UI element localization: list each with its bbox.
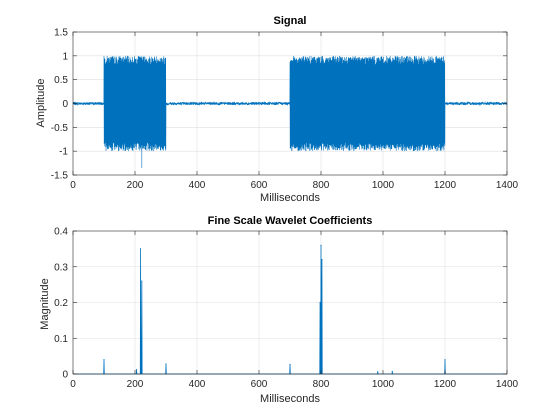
- signal-x-tick-label: 400: [189, 180, 206, 191]
- signal-x-tick-label: 200: [127, 180, 144, 191]
- wavelet-peak-point: [444, 359, 446, 361]
- signal-x-tick-label: 0: [70, 180, 76, 191]
- signal-x-tick-label: 1000: [372, 180, 395, 191]
- wavelet-peak-point: [141, 280, 143, 282]
- signal-y-tick-label: 1: [62, 51, 68, 62]
- signal-x-axis-label: Milliseconds: [260, 192, 320, 204]
- wavelet-x-tick-label: 800: [313, 379, 330, 390]
- signal-y-tick-label: -1.5: [51, 171, 69, 182]
- wavelet-peak-point: [135, 369, 138, 371]
- wavelet-peak-point: [321, 259, 323, 261]
- wavelet-x-tick-label: 0: [70, 379, 76, 390]
- wavelet-peak-point: [139, 248, 142, 250]
- wavelet-peak-point: [319, 301, 321, 304]
- wavelet-x-tick-label: 400: [189, 379, 206, 390]
- wavelet-peak-point: [377, 371, 379, 373]
- wavelet-y-axis-label: Magnitude: [39, 278, 51, 329]
- signal-x-tick-label: 600: [251, 180, 268, 191]
- wavelet-y-tick-label: 0.1: [54, 334, 68, 345]
- signal-series-line: [72, 55, 508, 168]
- wavelet-peak-point: [320, 244, 322, 246]
- signal-x-tick-label: 800: [313, 180, 330, 191]
- wavelet-x-tick-label: 1200: [434, 379, 457, 390]
- wavelet-peak-point: [391, 370, 393, 373]
- wavelet-peak-point: [165, 363, 167, 365]
- wavelet-peak-point: [103, 359, 105, 361]
- wavelet-y-tick-label: 0.3: [54, 262, 68, 273]
- wavelet-x-tick-label: 200: [127, 379, 144, 390]
- signal-y-tick-label: 0: [62, 99, 68, 110]
- wavelet-y-tick-label: 0.2: [54, 298, 68, 309]
- signal-x-tick-label: 1200: [434, 180, 457, 191]
- wavelet-x-tick-label: 1000: [372, 379, 395, 390]
- signal-y-tick-label: 1.5: [54, 28, 68, 39]
- signal-y-tick-label: -0.5: [51, 123, 69, 134]
- signal-y-axis-label: Amplitude: [35, 79, 47, 128]
- wavelet-y-tick-label: 0.4: [54, 227, 68, 238]
- wavelet-chart-title: Fine Scale Wavelet Coefficients: [208, 215, 373, 227]
- signal-y-tick-label: -1: [59, 147, 68, 158]
- signal-y-tick-label: 0.5: [54, 75, 68, 86]
- signal-chart-title: Signal: [273, 15, 306, 27]
- wavelet-x-tick-label: 600: [251, 379, 268, 390]
- wavelet-y-tick-label: 0: [62, 370, 68, 381]
- signal-x-tick-label: 1400: [496, 180, 519, 191]
- wavelet-peak-point: [289, 363, 291, 365]
- wavelet-x-tick-label: 1400: [496, 379, 519, 390]
- wavelet-x-axis-label: Milliseconds: [260, 393, 320, 405]
